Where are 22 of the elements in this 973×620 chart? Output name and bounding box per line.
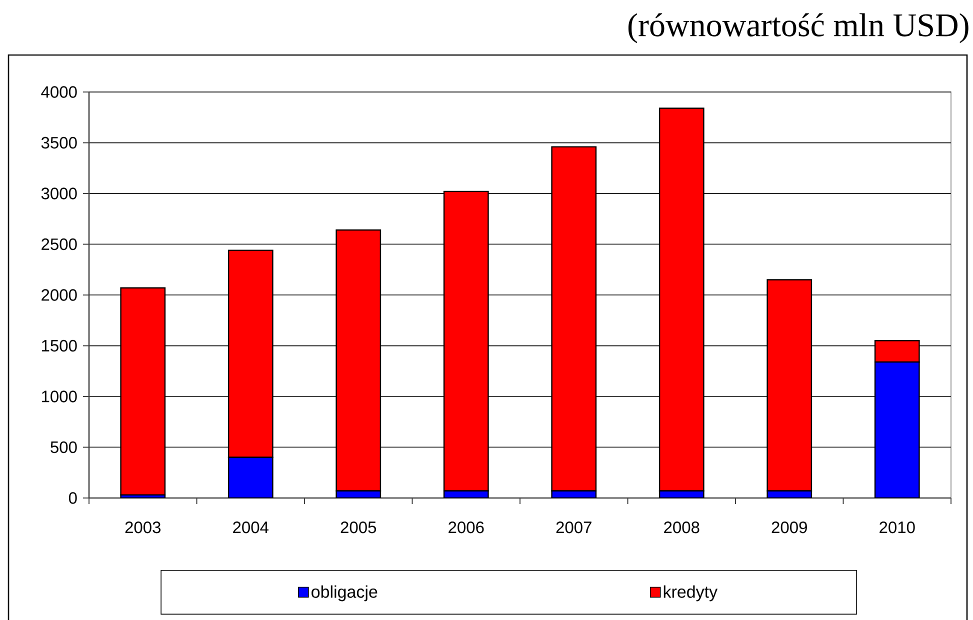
- x-tick-label: 2003: [125, 522, 161, 534]
- y-tick-label: 3000: [41, 188, 77, 200]
- y-tick-label: 4000: [41, 86, 77, 98]
- legend-label: obligacje: [312, 585, 378, 602]
- legend-label: kredyty: [664, 585, 718, 602]
- y-tick-label: 500: [50, 441, 77, 454]
- x-tick-label: 2004: [233, 522, 268, 534]
- x-tick-label: 2005: [340, 522, 376, 534]
- bar: [228, 456, 274, 498]
- x-tick-label: 2008: [664, 522, 700, 534]
- x-tick-label: 2006: [448, 522, 484, 534]
- x-tick-label: 2009: [772, 522, 807, 534]
- y-tick-label: 3500: [41, 136, 77, 149]
- bar: [874, 361, 920, 498]
- y-tick-label: 1500: [42, 340, 77, 352]
- y-tick-label: 2000: [42, 289, 77, 301]
- x-tick-label: 2010: [880, 522, 915, 534]
- chart-title: (równowartość mln USD): [628, 13, 968, 44]
- y-tick-label: 2500: [42, 238, 77, 250]
- x-tick-label: 2007: [556, 522, 592, 534]
- y-tick-label: 1000: [42, 390, 77, 402]
- y-tick-label: 0: [68, 492, 77, 504]
